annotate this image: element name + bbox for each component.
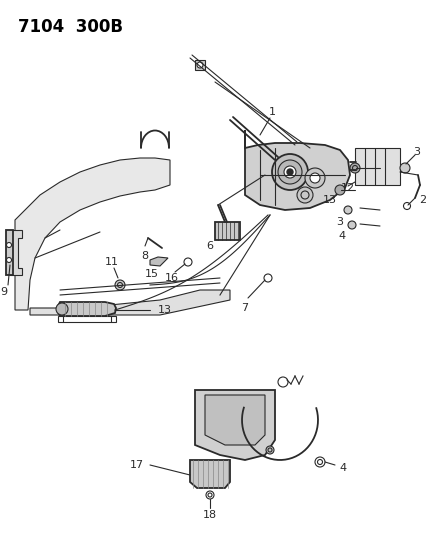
Text: 6: 6 (206, 241, 214, 251)
Circle shape (278, 160, 302, 184)
Text: 7104  300B: 7104 300B (18, 18, 123, 36)
Circle shape (6, 257, 12, 262)
Polygon shape (190, 460, 230, 488)
Text: 17: 17 (130, 460, 144, 470)
Polygon shape (15, 158, 170, 310)
Text: 4: 4 (339, 231, 345, 241)
Polygon shape (355, 148, 400, 185)
Polygon shape (150, 257, 168, 266)
Circle shape (310, 173, 320, 183)
Text: 9: 9 (0, 287, 8, 297)
Circle shape (400, 163, 410, 173)
Circle shape (305, 168, 325, 188)
Text: 16: 16 (165, 273, 179, 283)
Text: 13: 13 (323, 195, 337, 205)
Circle shape (56, 303, 68, 315)
Circle shape (6, 243, 12, 247)
Polygon shape (6, 230, 13, 275)
Text: 1: 1 (268, 107, 276, 117)
Polygon shape (30, 290, 230, 315)
Polygon shape (195, 60, 205, 70)
Circle shape (297, 187, 313, 203)
Circle shape (206, 491, 214, 499)
Circle shape (278, 377, 288, 387)
Text: 18: 18 (203, 510, 217, 520)
Circle shape (404, 203, 410, 209)
Polygon shape (215, 222, 240, 240)
Circle shape (264, 274, 272, 282)
Polygon shape (195, 390, 275, 460)
Text: 8: 8 (141, 251, 149, 261)
Circle shape (344, 206, 352, 214)
Circle shape (287, 169, 293, 175)
Text: 7: 7 (241, 303, 249, 313)
Text: 11: 11 (105, 257, 119, 267)
Circle shape (197, 62, 203, 68)
Polygon shape (245, 130, 350, 210)
Circle shape (348, 221, 356, 229)
Text: 3: 3 (336, 217, 344, 227)
Circle shape (115, 280, 125, 290)
Text: 4: 4 (339, 463, 347, 473)
Circle shape (315, 457, 325, 467)
Text: 3: 3 (413, 147, 420, 157)
Text: 13: 13 (158, 305, 172, 315)
Text: 12: 12 (341, 183, 355, 193)
Circle shape (350, 163, 360, 173)
Text: 15: 15 (145, 269, 159, 279)
Text: 2: 2 (419, 195, 427, 205)
Polygon shape (10, 230, 22, 275)
Polygon shape (58, 302, 116, 316)
Circle shape (266, 446, 274, 454)
Circle shape (272, 154, 308, 190)
Polygon shape (205, 395, 265, 445)
Circle shape (335, 185, 345, 195)
Circle shape (284, 166, 296, 178)
